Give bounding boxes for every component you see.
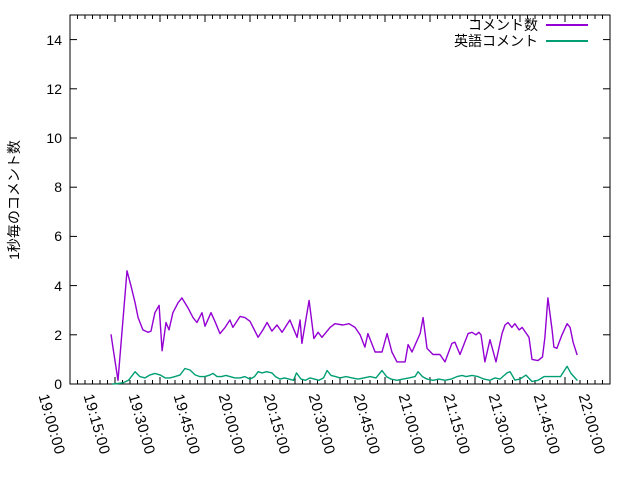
x-tick-label: 21:00:00: [394, 392, 429, 457]
legend-item-comments: コメント数: [454, 17, 588, 33]
y-tick-label: 0: [54, 376, 62, 392]
x-tick-label: 20:30:00: [304, 392, 339, 457]
y-tick-label: 12: [46, 80, 62, 97]
x-tick-label: 21:15:00: [439, 392, 474, 457]
x-tick-label: 19:30:00: [124, 392, 159, 457]
y-tick-label: 10: [46, 130, 62, 146]
x-tick-label: 20:45:00: [349, 392, 384, 457]
y-tick-labels: 0 2 4 6 8 10 12 14: [0, 0, 62, 480]
y-tick-label: 8: [54, 179, 62, 196]
legend-line-sample-english: [546, 40, 588, 42]
x-tick-label: 21:45:00: [529, 392, 564, 457]
y-tick-label: 2: [54, 326, 62, 343]
x-tick-label: 19:15:00: [79, 392, 114, 457]
x-tick-label: 19:45:00: [169, 392, 204, 457]
x-tick-label: 19:00:00: [34, 392, 69, 457]
y-tick-label: 4: [54, 277, 62, 294]
x-tick-label: 20:15:00: [259, 392, 294, 457]
x-tick-label: 20:00:00: [214, 392, 249, 457]
x-tick-label: 22:00:00: [574, 392, 609, 457]
legend: コメント数 英語コメント: [454, 17, 588, 49]
legend-label-english: 英語コメント: [454, 33, 538, 49]
y-tick-label: 14: [46, 31, 62, 48]
legend-line-sample-comments: [546, 24, 588, 26]
legend-label-comments: コメント数: [468, 17, 538, 33]
x-tick-label: 21:30:00: [484, 392, 519, 457]
y-tick-label: 6: [54, 228, 62, 245]
legend-item-english: 英語コメント: [454, 33, 588, 49]
